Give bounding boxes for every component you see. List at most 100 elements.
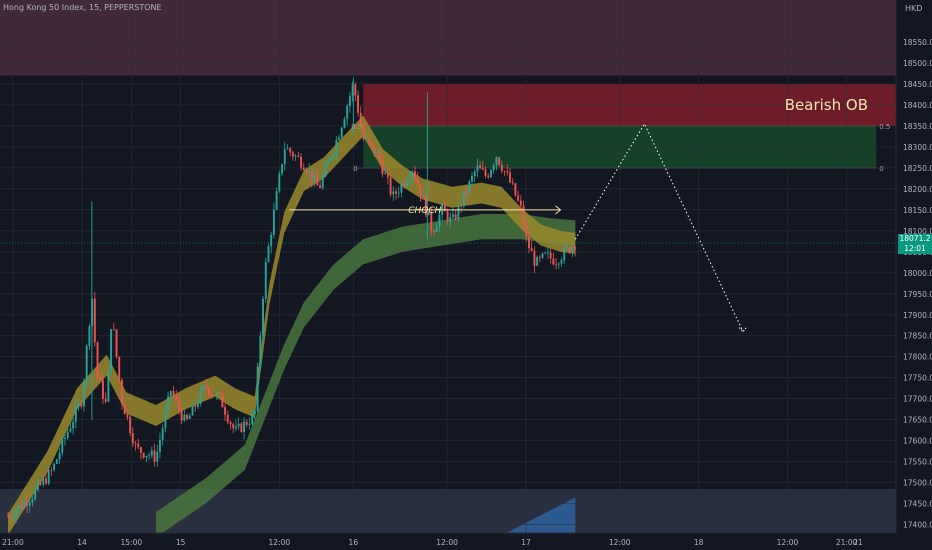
candle-body xyxy=(215,392,218,396)
candle-body xyxy=(140,447,142,453)
candle-body xyxy=(530,248,533,252)
candle-body xyxy=(544,252,547,254)
candle-body xyxy=(232,424,235,429)
candle-body xyxy=(88,326,91,346)
ema-fast-ribbon xyxy=(8,115,576,536)
candle-body xyxy=(69,428,72,432)
candle-body xyxy=(460,205,463,207)
candle-body xyxy=(435,226,438,232)
candle-body xyxy=(308,170,311,174)
candle-body xyxy=(156,451,159,462)
candle-body xyxy=(422,195,425,196)
candle-body xyxy=(240,423,243,433)
candle-body xyxy=(552,258,555,265)
symbol-title[interactable]: Hong Kong 50 Index, 15, PEPPERSTONE xyxy=(3,3,162,12)
candle-body xyxy=(9,516,12,518)
candle-body xyxy=(517,195,520,201)
candle-body xyxy=(300,156,302,168)
fib-level-bottom-label: 0 xyxy=(879,165,883,173)
candle-body xyxy=(403,183,406,186)
candle-body xyxy=(270,234,273,247)
candle-body xyxy=(131,433,134,444)
candle-body xyxy=(313,175,316,182)
candle-body xyxy=(473,171,476,176)
candle-body xyxy=(509,172,511,183)
price-tick-label: 18450.0 xyxy=(903,80,932,89)
price-tick-label: 17750.0 xyxy=(903,374,932,383)
last-price-value: 18071.2 xyxy=(899,234,931,243)
candle-body xyxy=(50,469,53,471)
candle-body xyxy=(194,404,197,407)
candle-body xyxy=(291,152,294,157)
candle-body xyxy=(34,489,37,500)
time-tick-label: 17 xyxy=(521,538,531,547)
candle-body xyxy=(519,200,522,206)
time-tick-label: 16 xyxy=(349,538,359,547)
candle-body xyxy=(457,205,460,219)
candle-body xyxy=(164,411,167,429)
bar-countdown: 12:01 xyxy=(904,243,926,253)
last-price-tag: 18071.2 12:01 xyxy=(898,234,932,254)
candle-body xyxy=(427,211,430,216)
price-tick-label: 18300.0 xyxy=(903,143,932,152)
candle-body xyxy=(169,391,172,397)
candle-body xyxy=(142,452,145,458)
candle-body xyxy=(36,482,39,490)
candle-body xyxy=(528,236,530,249)
candle-body xyxy=(348,96,351,107)
candle-body xyxy=(123,403,126,415)
fib-level-top-left-label: 0.5 xyxy=(351,123,362,131)
candle-body xyxy=(74,406,77,422)
candle-body xyxy=(186,414,189,419)
candle-body xyxy=(85,345,88,382)
candle-body xyxy=(492,165,495,171)
candle-body xyxy=(392,191,395,195)
time-tick-label: 21:00 xyxy=(836,538,858,547)
candle-body xyxy=(533,251,536,266)
price-tick-label: 17700.0 xyxy=(903,395,932,404)
candle-body xyxy=(563,247,566,260)
candle-body xyxy=(319,185,321,188)
candle-body xyxy=(346,106,349,120)
candle-body xyxy=(31,499,34,503)
candle-body xyxy=(378,151,381,161)
candle-body xyxy=(408,178,411,182)
candle-body xyxy=(77,403,80,407)
candle-body xyxy=(283,149,286,165)
candle-body xyxy=(484,169,487,176)
time-tick-label: 12:00 xyxy=(609,538,631,547)
price-tick-label: 17600.0 xyxy=(903,437,932,446)
candle-body xyxy=(180,409,183,421)
candle-body xyxy=(150,450,153,456)
candle-body xyxy=(449,216,452,222)
candle-body xyxy=(367,138,370,143)
price-tick-label: 18150.0 xyxy=(903,206,932,215)
candle-body xyxy=(386,173,389,178)
candle-body xyxy=(327,160,330,165)
candle-body xyxy=(218,392,221,394)
candle-body xyxy=(294,155,297,157)
price-tick-label: 17450.0 xyxy=(903,500,932,509)
candle-body xyxy=(329,158,332,161)
candle-body xyxy=(479,165,482,169)
candle-body xyxy=(61,439,64,453)
price-tick-label: 18500.0 xyxy=(903,59,932,68)
grid-layer xyxy=(0,0,896,533)
candle-body xyxy=(58,452,61,460)
candle-body xyxy=(72,421,75,429)
candle-body xyxy=(338,137,340,141)
candle-body xyxy=(137,443,140,448)
candle-body xyxy=(55,459,58,464)
candle-body xyxy=(376,151,378,154)
candle-body xyxy=(443,204,446,212)
time-axis-bg xyxy=(0,533,896,550)
candle-body xyxy=(64,437,66,440)
price-tick-label: 17800.0 xyxy=(903,353,932,362)
price-tick-label: 18550.0 xyxy=(903,38,932,47)
candle-body xyxy=(405,181,408,186)
price-tick-label: 18100.0 xyxy=(903,227,932,236)
candle-body xyxy=(452,214,454,217)
candle-body xyxy=(549,252,552,259)
candle-body xyxy=(481,168,484,170)
